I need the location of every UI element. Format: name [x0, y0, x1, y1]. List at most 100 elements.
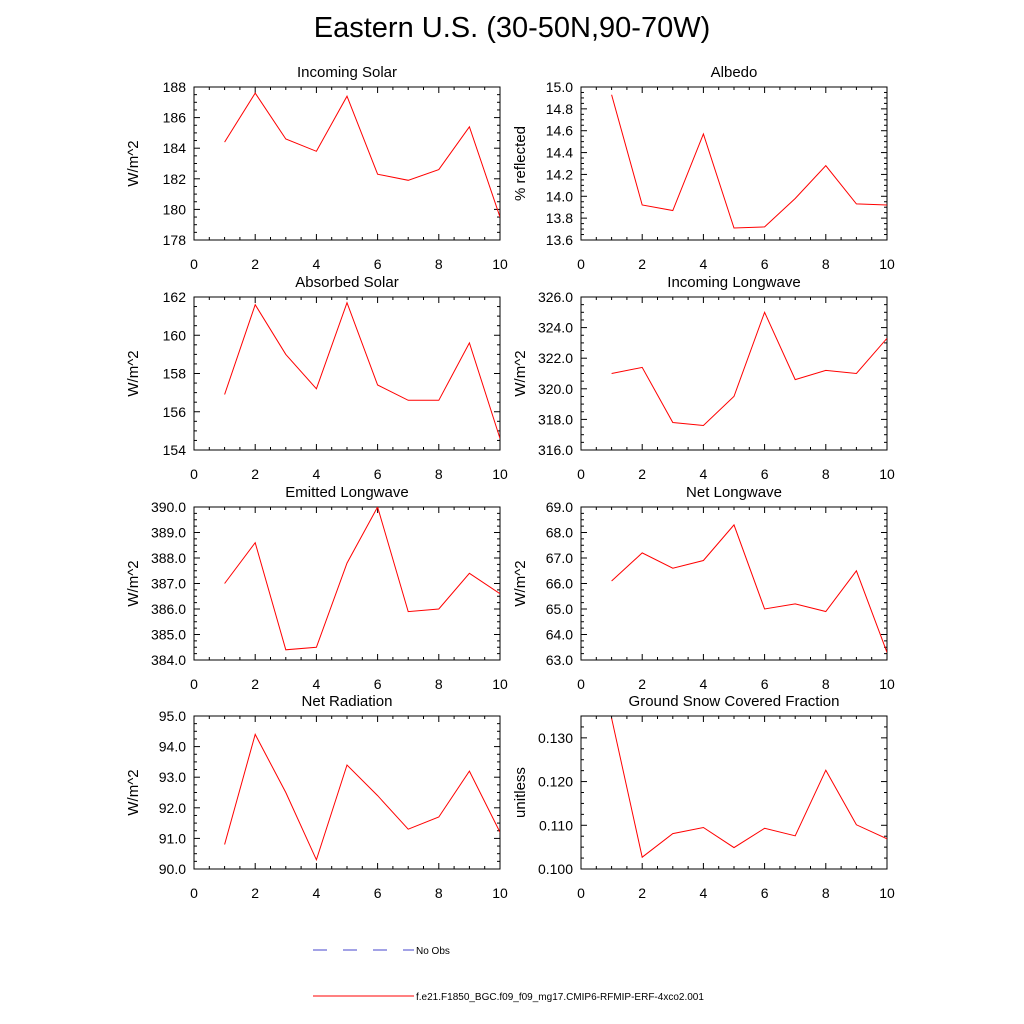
x-tick-label: 6: [374, 256, 382, 272]
x-tick-label: 10: [879, 676, 895, 692]
plot-frame: [580, 715, 888, 870]
panel-5: 0 2 4 6 8 10 384.0 385.0 386.0 387.0 388.0 389.0 390…: [125, 484, 508, 692]
y-tick-label: 0.120: [538, 774, 573, 790]
x-tick-label: 8: [435, 466, 443, 482]
legend-label-model: f.e21.F1850_BGC.f09_f09_mg17.CMIP6-RFMIP…: [416, 992, 704, 1003]
panel-4: 0 2 4 6 8 10 316.0 318.0 320.0 322.0 324.0 326.0 Inc…: [512, 274, 895, 482]
y-tick-label: 91.0: [159, 830, 186, 846]
y-tick-label: 14.4: [546, 145, 573, 161]
x-tick-label: 6: [761, 256, 769, 272]
x-tick-label: 8: [822, 885, 830, 901]
x-tick-label: 2: [638, 885, 646, 901]
y-tick-label: 64.0: [546, 627, 573, 643]
x-tick-label: 4: [700, 676, 708, 692]
x-tick-label: 2: [251, 885, 259, 901]
x-tick-label: 4: [313, 466, 321, 482]
y-axis-label: W/m^2: [125, 769, 142, 815]
y-tick-label: 326.0: [538, 289, 573, 305]
panel-title: Albedo: [711, 64, 758, 81]
x-tick-label: 10: [492, 256, 508, 272]
panel-title: Net Radiation: [302, 693, 393, 710]
panel-title: Incoming Longwave: [667, 274, 800, 291]
x-tick-label: 6: [761, 676, 769, 692]
x-tick-label: 6: [374, 676, 382, 692]
y-tick-label: 15.0: [546, 79, 573, 95]
x-tick-label: 10: [879, 466, 895, 482]
x-tick-label: 0: [190, 466, 198, 482]
y-tick-label: 14.0: [546, 188, 573, 204]
y-tick-label: 0.100: [538, 861, 573, 877]
x-tick-label: 8: [822, 676, 830, 692]
y-tick-label: 320.0: [538, 381, 573, 397]
plot-frame: [580, 86, 888, 241]
y-tick-label: 388.0: [151, 550, 186, 566]
series-line: [611, 94, 887, 229]
y-tick-label: 322.0: [538, 350, 573, 366]
y-tick-label: 390.0: [151, 499, 186, 515]
panel-7: 0 2 4 6 8 10 90.0 91.0 92.0 93.0 94.0 95.0 Net Radia…: [125, 693, 508, 901]
panel-title: Net Longwave: [686, 484, 782, 501]
y-axis-label: W/m^2: [512, 560, 529, 606]
y-tick-label: 63.0: [546, 652, 573, 668]
y-tick-label: 0.130: [538, 730, 573, 746]
x-tick-label: 10: [492, 466, 508, 482]
legend-label-no-obs: No Obs: [416, 946, 450, 957]
panel-6: 0 2 4 6 8 10 63.0 64.0 65.0 66.0 67.0 68.0 69.0 Net L…: [512, 484, 895, 692]
panel-title: Absorbed Solar: [295, 274, 398, 291]
panel-8: 0 2 4 6 8 10 0.100 0.110 0.120 0.130 Ground Snow C…: [512, 693, 895, 901]
x-tick-label: 0: [577, 885, 585, 901]
y-tick-label: 324.0: [538, 320, 573, 336]
y-tick-label: 14.8: [546, 101, 573, 117]
x-tick-label: 4: [313, 676, 321, 692]
y-tick-label: 387.0: [151, 576, 186, 592]
y-tick-label: 318.0: [538, 411, 573, 427]
y-axis-label: W/m^2: [512, 350, 529, 396]
x-tick-label: 10: [492, 676, 508, 692]
legend: No Obs f.e21.F1850_BGC.f09_f09_mg17.CMIP6…: [313, 946, 704, 1003]
plot-frame: [193, 506, 501, 661]
x-tick-label: 8: [822, 466, 830, 482]
y-tick-label: 93.0: [159, 769, 186, 785]
y-axis-label: W/m^2: [125, 560, 142, 606]
y-tick-label: 186: [163, 110, 187, 126]
x-tick-label: 8: [435, 885, 443, 901]
x-tick-label: 4: [700, 466, 708, 482]
panel-title: Ground Snow Covered Fraction: [629, 693, 840, 710]
series-line: [224, 507, 500, 651]
x-tick-label: 2: [251, 256, 259, 272]
x-tick-label: 8: [435, 676, 443, 692]
x-tick-label: 8: [435, 256, 443, 272]
y-axis-label: unitless: [512, 767, 529, 818]
y-tick-label: 162: [163, 289, 187, 305]
x-tick-label: 2: [638, 256, 646, 272]
y-tick-label: 184: [163, 140, 187, 156]
y-tick-label: 95.0: [159, 708, 186, 724]
y-tick-label: 90.0: [159, 861, 186, 877]
plot-frame: [193, 715, 501, 870]
y-tick-label: 13.6: [546, 232, 573, 248]
y-tick-label: 178: [163, 232, 187, 248]
y-tick-label: 65.0: [546, 601, 573, 617]
x-tick-label: 0: [577, 676, 585, 692]
x-tick-label: 0: [190, 256, 198, 272]
panel-1: 0 2 4 6 8 10 178 180 182 184 186 188 Incoming Solar W…: [125, 64, 508, 272]
y-tick-label: 13.8: [546, 210, 573, 226]
plot-frame: [580, 296, 888, 451]
x-tick-label: 0: [190, 885, 198, 901]
x-tick-label: 0: [577, 466, 585, 482]
y-tick-label: 69.0: [546, 499, 573, 515]
x-tick-label: 6: [374, 466, 382, 482]
y-tick-label: 389.0: [151, 525, 186, 541]
y-tick-label: 92.0: [159, 800, 186, 816]
panel-2: 0 2 4 6 8 10 13.6 13.8 14.0 14.2 14.4 14.6 14.8 15.0 A…: [512, 64, 895, 272]
series-line: [611, 523, 887, 653]
y-tick-label: 188: [163, 79, 187, 95]
y-tick-label: 316.0: [538, 442, 573, 458]
y-tick-label: 158: [163, 366, 187, 382]
x-tick-label: 6: [761, 466, 769, 482]
y-tick-label: 385.0: [151, 627, 186, 643]
series-line: [224, 301, 500, 439]
y-tick-label: 180: [163, 201, 187, 217]
